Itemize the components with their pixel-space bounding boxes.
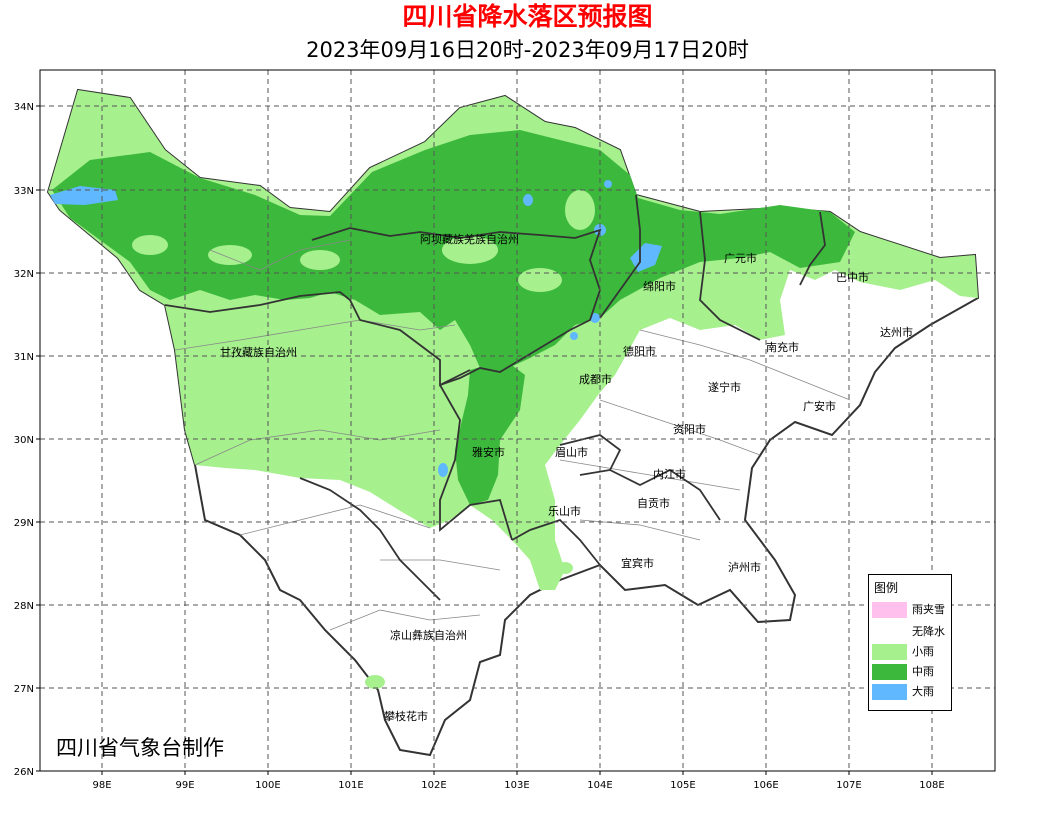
light-rain-patch (208, 245, 252, 265)
legend-label: 小雨 (912, 645, 934, 658)
latitude-tick-label: 32N (14, 269, 34, 280)
longitude-tick-label: 104E (587, 780, 612, 791)
region-label: 广安市 (803, 399, 836, 413)
legend-item-heavy-rain: 大雨 (872, 683, 952, 701)
longitude-tick-label: 107E (836, 780, 861, 791)
longitude-tick-label: 103E (504, 780, 529, 791)
longitude-tick-label: 102E (421, 780, 446, 791)
legend-label: 中雨 (912, 665, 934, 678)
agency-credit: 四川省气象台制作 (56, 736, 224, 760)
legend-item-no-rain: 无降水 (872, 623, 952, 641)
latitude-tick-label: 31N (14, 352, 34, 363)
light-rain-patch (442, 236, 498, 264)
region-label: 绵阳市 (643, 279, 676, 293)
region-label: 达州市 (880, 325, 913, 339)
legend-item-light-rain: 小雨 (872, 643, 952, 661)
longitude-tick-label: 108E (919, 780, 944, 791)
legend: 图例 雨夹雪 无降水 小雨 中雨 大雨 (868, 574, 952, 711)
legend-swatch (872, 602, 907, 618)
latitude-tick-label: 26N (14, 767, 34, 778)
legend-label: 无降水 (912, 625, 945, 638)
region-label: 乐山市 (548, 504, 581, 518)
region-label: 泸州市 (728, 560, 761, 574)
latitude-tick-label: 30N (14, 435, 34, 446)
legend-item-sleet: 雨夹雪 (872, 601, 952, 619)
latitude-tick-label: 28N (14, 601, 34, 612)
latitude-tick-label: 33N (14, 186, 34, 197)
latitude-tick-label: 29N (14, 518, 34, 529)
region-label: 凉山彝族自治州 (390, 628, 467, 642)
latitude-tick-label: 34N (14, 102, 34, 113)
heavy-rain-area (604, 180, 612, 188)
region-labels: 阿坝藏族羌族自治州 甘孜藏族自治州 凉山彝族自治州 广元市 巴中市 绵阳市 达州… (220, 232, 913, 723)
heavy-rain-area (50, 186, 118, 205)
legend-swatch (872, 644, 907, 660)
region-label: 德阳市 (623, 344, 656, 358)
legend-swatch (872, 664, 907, 680)
region-label: 南充市 (766, 340, 799, 354)
region-label: 广元市 (724, 251, 757, 265)
light-rain-patch (365, 675, 385, 689)
light-rain-patch (565, 190, 595, 230)
longitude-tick-label: 101E (338, 780, 363, 791)
light-rain-patch (300, 250, 340, 270)
longitude-tick-label: 98E (92, 780, 111, 791)
longitude-tick-label: 106E (753, 780, 778, 791)
region-label: 眉山市 (555, 445, 588, 459)
light-rain-patch (132, 235, 168, 255)
heavy-rain-area (590, 313, 600, 323)
region-label: 攀枝花市 (384, 709, 428, 723)
light-rain-patch (518, 268, 562, 292)
graticule (40, 70, 995, 771)
legend-item-moderate-rain: 中雨 (872, 663, 952, 681)
region-label: 甘孜藏族自治州 (220, 345, 297, 359)
legend-swatch (872, 684, 907, 700)
region-label: 内江市 (653, 467, 686, 481)
region-label: 遂宁市 (708, 380, 741, 394)
legend-label: 大雨 (912, 685, 934, 698)
latitude-ticks: 34N 33N 32N 31N 30N 29N 28N 27N 26N (14, 102, 40, 778)
region-label: 自贡市 (637, 496, 670, 510)
region-label: 巴中市 (836, 270, 869, 284)
heavy-rain-area (438, 463, 448, 477)
map-subtitle: 2023年09月16日20时-2023年09月17日20时 (306, 38, 749, 62)
longitude-tick-label: 99E (175, 780, 194, 791)
legend-label: 雨夹雪 (912, 603, 945, 616)
heavy-rain-area (570, 332, 578, 340)
region-label: 成都市 (579, 372, 612, 386)
moderate-rain-band-central (455, 360, 525, 505)
region-label: 阿坝藏族羌族自治州 (420, 232, 519, 246)
legend-title: 图例 (874, 581, 899, 595)
prefecture-boundaries (164, 194, 826, 601)
region-label: 资阳市 (673, 422, 706, 436)
region-label: 雅安市 (472, 445, 505, 459)
region-label: 宜宾市 (621, 556, 654, 570)
county-boundaries (174, 239, 851, 631)
longitude-ticks: 98E 99E 100E 101E 102E 103E 104E 105E 106E 107E 10… (92, 771, 945, 791)
legend-swatch (872, 624, 907, 640)
heavy-rain-area (523, 194, 533, 206)
longitude-tick-label: 100E (255, 780, 280, 791)
longitude-tick-label: 105E (670, 780, 695, 791)
light-rain-patch (557, 562, 573, 574)
latitude-tick-label: 27N (14, 684, 34, 695)
map-title: 四川省降水落区预报图 (402, 2, 653, 31)
